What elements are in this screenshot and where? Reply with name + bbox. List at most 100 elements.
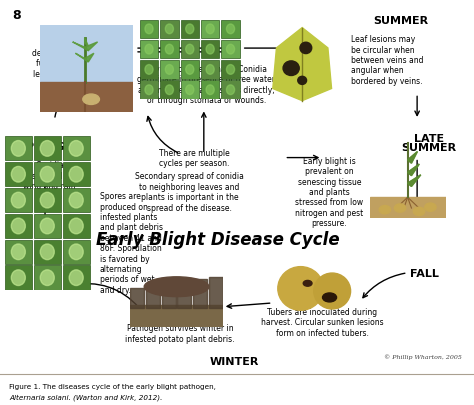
Ellipse shape xyxy=(300,43,312,54)
Text: Disease
develops on first
fully expanded
leaves near soil.: Disease develops on first fully expanded… xyxy=(32,38,96,79)
Ellipse shape xyxy=(11,219,25,234)
Bar xyxy=(162,284,176,308)
Bar xyxy=(63,214,90,239)
Bar xyxy=(34,163,61,187)
Polygon shape xyxy=(408,175,421,187)
Bar xyxy=(5,137,32,161)
Bar xyxy=(63,188,90,213)
Bar xyxy=(181,81,199,100)
Text: Secondary spread of conidia
to neighboring leaves and
plants is important in the: Secondary spread of conidia to neighbori… xyxy=(135,172,244,212)
Bar xyxy=(63,266,90,290)
Bar xyxy=(34,214,61,239)
Ellipse shape xyxy=(11,193,25,209)
Ellipse shape xyxy=(394,205,406,213)
Bar xyxy=(181,20,199,39)
Ellipse shape xyxy=(186,65,194,75)
Text: WINTER: WINTER xyxy=(210,356,259,367)
Bar xyxy=(140,61,158,79)
Bar xyxy=(221,20,240,39)
Bar xyxy=(370,198,446,218)
Polygon shape xyxy=(408,152,418,164)
Bar xyxy=(201,61,219,79)
Ellipse shape xyxy=(69,270,83,286)
Polygon shape xyxy=(408,164,419,176)
Text: Tubers are inoculated during
harvest. Circular sunken lesions
form on infected t: Tubers are inoculated during harvest. Ci… xyxy=(261,307,383,337)
Bar xyxy=(181,40,199,59)
Text: Leaf lesions may
be circular when
between veins and
angular when
bordered by vei: Leaf lesions may be circular when betwee… xyxy=(351,35,423,85)
Ellipse shape xyxy=(314,273,351,309)
Polygon shape xyxy=(73,43,88,51)
Polygon shape xyxy=(75,54,88,63)
Ellipse shape xyxy=(206,65,214,75)
Ellipse shape xyxy=(145,45,153,55)
Ellipse shape xyxy=(283,62,299,76)
Bar xyxy=(146,286,160,308)
Text: SUMMER: SUMMER xyxy=(373,16,428,26)
Text: Early blight is
prevalent on
senescing tissue
and plants
stressed from low
nitro: Early blight is prevalent on senescing t… xyxy=(295,156,364,228)
Bar xyxy=(34,240,61,264)
Ellipse shape xyxy=(69,141,83,157)
Ellipse shape xyxy=(186,85,194,95)
Ellipse shape xyxy=(165,25,173,34)
Bar xyxy=(34,266,61,290)
Ellipse shape xyxy=(165,45,173,55)
Ellipse shape xyxy=(165,65,173,75)
Ellipse shape xyxy=(40,270,55,286)
Ellipse shape xyxy=(11,141,25,157)
Bar xyxy=(5,163,32,187)
Ellipse shape xyxy=(145,85,153,95)
Ellipse shape xyxy=(206,45,214,55)
Bar xyxy=(140,20,158,39)
Ellipse shape xyxy=(40,167,55,183)
Polygon shape xyxy=(408,164,419,176)
Ellipse shape xyxy=(186,45,194,55)
Ellipse shape xyxy=(145,25,153,34)
Bar xyxy=(40,26,133,83)
Ellipse shape xyxy=(379,206,391,214)
Ellipse shape xyxy=(186,25,194,34)
Ellipse shape xyxy=(40,141,55,157)
Text: Figure 1. The diseases cycle of the early blight pathogen,: Figure 1. The diseases cycle of the earl… xyxy=(9,383,219,388)
Bar xyxy=(40,83,133,113)
Bar xyxy=(63,137,90,161)
Ellipse shape xyxy=(40,244,55,260)
Ellipse shape xyxy=(69,193,83,209)
Bar xyxy=(177,281,191,308)
Bar xyxy=(130,305,223,328)
Ellipse shape xyxy=(303,281,312,286)
Bar xyxy=(5,188,32,213)
Text: FALL: FALL xyxy=(410,268,438,278)
Ellipse shape xyxy=(145,65,153,75)
Text: Pathogen survives winter in
infested potato plant debris.: Pathogen survives winter in infested pot… xyxy=(125,324,235,343)
Text: Any cell can germinate. Conidia
germinate in presence of free water
and may pene: Any cell can germinate. Conidia germinat… xyxy=(137,65,275,105)
Bar xyxy=(34,188,61,213)
Ellipse shape xyxy=(278,267,323,311)
Bar xyxy=(5,214,32,239)
Text: Early Blight Disease Cycle: Early Blight Disease Cycle xyxy=(96,230,340,248)
Ellipse shape xyxy=(165,85,173,95)
Ellipse shape xyxy=(413,208,425,216)
Polygon shape xyxy=(85,38,88,47)
Polygon shape xyxy=(85,54,94,63)
Bar xyxy=(160,81,179,100)
Bar xyxy=(201,81,219,100)
Bar xyxy=(181,61,199,79)
Ellipse shape xyxy=(69,244,83,260)
Ellipse shape xyxy=(69,219,83,234)
Ellipse shape xyxy=(11,167,25,183)
Ellipse shape xyxy=(206,25,214,34)
Ellipse shape xyxy=(40,193,55,209)
Ellipse shape xyxy=(40,219,55,234)
Bar xyxy=(221,40,240,59)
Bar xyxy=(193,279,207,308)
Bar xyxy=(201,40,219,59)
Text: There are multiple
cycles per season.: There are multiple cycles per season. xyxy=(159,149,230,168)
Polygon shape xyxy=(408,175,421,187)
Bar xyxy=(160,40,179,59)
Ellipse shape xyxy=(227,25,235,34)
Ellipse shape xyxy=(227,45,235,55)
Text: LATE
SUMMER: LATE SUMMER xyxy=(401,133,456,153)
Text: Spores are
produced on
infested plants
and plant debris
between 41 and
86F. Spor: Spores are produced on infested plants a… xyxy=(100,192,163,294)
Polygon shape xyxy=(85,43,98,51)
Polygon shape xyxy=(408,152,418,164)
